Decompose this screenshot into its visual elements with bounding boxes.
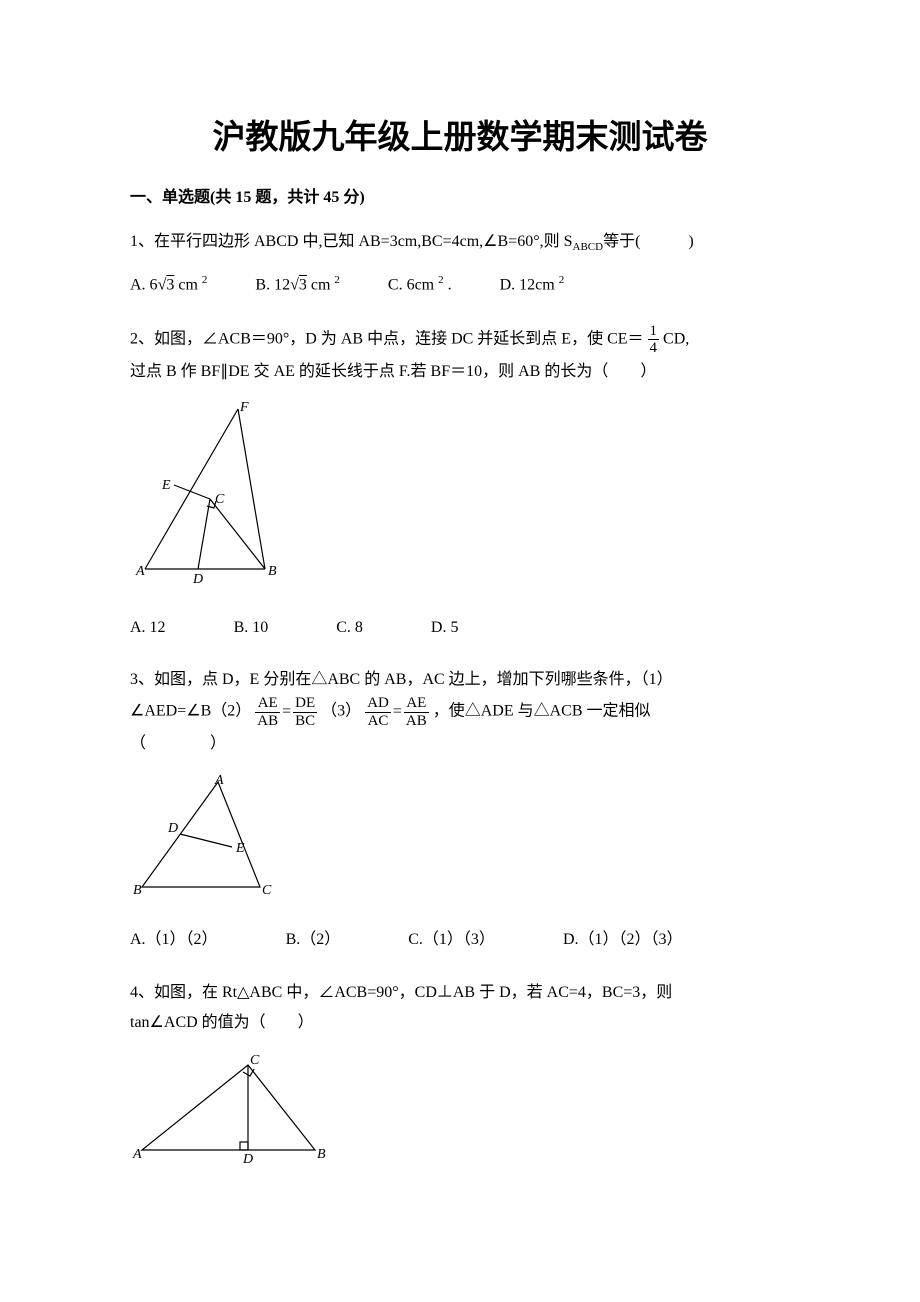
- label-f: F: [239, 400, 249, 415]
- q2-option-b: B. 10: [234, 613, 269, 643]
- q2-l1-pre: 2、如图，∠ACB＝90°，D 为 AB 中点，连接 DC 并延长到点 E，使 …: [130, 330, 648, 347]
- q1-stem-post: 等于( ): [603, 233, 694, 250]
- q1-d-sup: 2: [559, 274, 565, 286]
- q1-b-pre: B. 12: [255, 276, 290, 293]
- f1b-num: DE: [293, 695, 317, 712]
- label-c: C: [262, 883, 272, 898]
- q3-l2-post: ，使△ADE 与△ACB 一定相似: [433, 703, 651, 720]
- question-3: 3、如图，点 D，E 分别在△ABC 的 AB，AC 边上，增加下列哪些条件，（…: [130, 665, 790, 956]
- fraction-icon: DEBC: [293, 695, 317, 729]
- fraction-equation: ADAC = AEAB: [365, 695, 429, 729]
- section-heading: 一、单选题(共 15 题，共计 45 分): [130, 183, 790, 207]
- f1b-den: BC: [293, 712, 317, 730]
- label-a: A: [135, 564, 145, 579]
- q4-stem: 4、如图，在 Rt△ABC 中，∠ACB=90°，CD⊥AB 于 D，若 AC=…: [130, 978, 790, 1039]
- label-b: B: [317, 1147, 326, 1162]
- q1-b-sqrt: 3: [299, 276, 307, 293]
- question-2: 2、如图，∠ACB＝90°，D 为 AB 中点，连接 DC 并延长到点 E，使 …: [130, 323, 790, 643]
- q2-figure: A B C D E F: [130, 399, 790, 600]
- q3-option-a: A.（1）（2）: [130, 925, 218, 955]
- q4-figure: A B C D: [130, 1050, 790, 1176]
- label-e: E: [161, 478, 171, 493]
- f2b-den: AB: [404, 712, 429, 730]
- f2a-num: AD: [365, 695, 391, 712]
- q2-frac-num: 1: [648, 323, 660, 340]
- equals-sign: =: [391, 697, 404, 727]
- triangle-diagram-icon: A B C D E: [130, 772, 280, 902]
- f1a-num: AE: [255, 695, 280, 712]
- question-4: 4、如图，在 Rt△ABC 中，∠ACB=90°，CD⊥AB 于 D，若 AC=…: [130, 978, 790, 1177]
- q2-l1-post: CD,: [659, 330, 689, 347]
- triangle-diagram-icon: A B C D: [130, 1050, 330, 1165]
- q3-l2-pre: ∠AED=∠B（2）: [130, 703, 255, 720]
- fraction-icon: AEAB: [404, 695, 429, 729]
- q4-l1: 4、如图，在 Rt△ABC 中，∠ACB=90°，CD⊥AB 于 D，若 AC=…: [130, 984, 672, 1001]
- q1-stem-pre: 1、在平行四边形 ABCD 中,已知 AB=3cm,BC=4cm,∠B=60°,…: [130, 233, 573, 250]
- q3-l1: 3、如图，点 D，E 分别在△ABC 的 AB，AC 边上，增加下列哪些条件，（…: [130, 671, 673, 688]
- sqrt-icon: √: [290, 276, 299, 293]
- equals-sign: =: [280, 697, 293, 727]
- q1-option-b: B. 12√3 cm 2: [255, 270, 340, 301]
- label-d: D: [242, 1152, 253, 1165]
- f1a-den: AB: [255, 712, 280, 730]
- q1-option-a: A. 6√3 cm 2: [130, 270, 207, 301]
- q3-stem: 3、如图，点 D，E 分别在△ABC 的 AB，AC 边上，增加下列哪些条件，（…: [130, 665, 790, 760]
- fraction-equation: AEAB = DEBC: [255, 695, 317, 729]
- q2-frac-den: 4: [648, 339, 660, 357]
- fraction-icon: AEAB: [255, 695, 280, 729]
- q1-a-pre: A. 6: [130, 276, 158, 293]
- q2-option-c: C. 8: [336, 613, 363, 643]
- q1-d-text: D. 12cm: [500, 276, 559, 293]
- label-c: C: [250, 1053, 260, 1068]
- q1-c-dot: .: [444, 276, 452, 293]
- label-a: A: [132, 1147, 142, 1162]
- q2-l2: 过点 B 作 BF∥DE 交 AE 的延长线于点 F.若 BF＝10，则 AB …: [130, 363, 656, 380]
- question-1: 1、在平行四边形 ABCD 中,已知 AB=3cm,BC=4cm,∠B=60°,…: [130, 227, 790, 301]
- label-c: C: [215, 492, 225, 507]
- q2-option-a: A. 12: [130, 613, 166, 643]
- triangle-diagram-icon: A B C D E F: [130, 399, 290, 589]
- label-a: A: [214, 773, 224, 788]
- f2b-num: AE: [404, 695, 429, 712]
- label-d: D: [167, 821, 178, 836]
- q1-a-sup: 2: [202, 274, 208, 286]
- q2-option-d: D. 5: [431, 613, 459, 643]
- q1-b-sup: 2: [334, 274, 340, 286]
- q1-option-c: C. 6cm 2 .: [388, 270, 452, 301]
- q1-c-text: C. 6cm: [388, 276, 438, 293]
- q1-stem: 1、在平行四边形 ABCD 中,已知 AB=3cm,BC=4cm,∠B=60°,…: [130, 227, 790, 258]
- q3-option-b: B.（2）: [286, 925, 341, 955]
- fraction-icon: 14: [648, 323, 660, 357]
- label-b: B: [268, 564, 277, 579]
- f2a-den: AC: [365, 712, 391, 730]
- q1-stem-sub: ABCD: [573, 241, 604, 253]
- q3-l2-mid: （3）: [321, 703, 365, 720]
- fraction-icon: ADAC: [365, 695, 391, 729]
- q1-a-post: cm: [174, 276, 202, 293]
- q3-option-d: D.（1）（2）（3）: [563, 925, 683, 955]
- label-e: E: [235, 841, 245, 856]
- q1-option-d: D. 12cm 2: [500, 270, 565, 301]
- q3-figure: A B C D E: [130, 772, 790, 913]
- q3-l3: （ ）: [130, 735, 226, 752]
- q4-l2: tan∠ACD 的值为（ ）: [130, 1014, 314, 1031]
- q2-options: A. 12 B. 10 C. 8 D. 5: [130, 613, 790, 643]
- q1-b-post: cm: [307, 276, 335, 293]
- label-b: B: [133, 883, 142, 898]
- q3-option-c: C.（1）（3）: [408, 925, 495, 955]
- q2-stem: 2、如图，∠ACB＝90°，D 为 AB 中点，连接 DC 并延长到点 E，使 …: [130, 323, 790, 387]
- q3-options: A.（1）（2） B.（2） C.（1）（3） D.（1）（2）（3）: [130, 925, 790, 955]
- page-title: 沪教版九年级上册数学期末测试卷: [130, 110, 790, 158]
- q1-options: A. 6√3 cm 2 B. 12√3 cm 2 C. 6cm 2 . D. 1…: [130, 270, 790, 301]
- label-d: D: [192, 572, 203, 587]
